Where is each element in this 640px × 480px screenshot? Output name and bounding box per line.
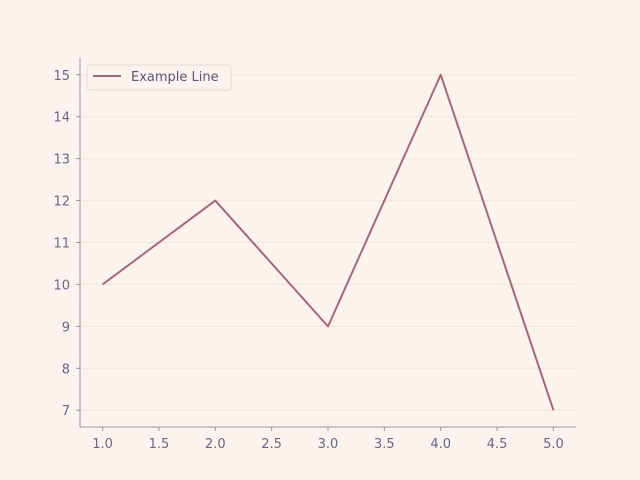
legend-box <box>86 64 232 91</box>
x-tick-label: 2.0 <box>205 437 226 452</box>
x-tick-label: 5.0 <box>543 437 564 452</box>
y-ticks: 7 8 9 10 11 12 13 14 15 <box>53 69 80 419</box>
y-tick-label: 9 <box>62 320 70 335</box>
x-tick-label: 3.5 <box>374 437 395 452</box>
x-tick-label: 1.5 <box>149 437 170 452</box>
y-tick-label: 11 <box>53 237 70 252</box>
series-lines <box>101 73 555 411</box>
legend-label-example-line: Example Line <box>131 70 219 85</box>
y-tick-label: 13 <box>53 153 70 168</box>
legend: Example Line <box>86 64 232 91</box>
x-tick-label: 1.0 <box>92 437 113 452</box>
grid-lines <box>80 74 576 411</box>
y-tick-label: 7 <box>62 404 70 419</box>
x-tick-label: 2.5 <box>261 437 282 452</box>
y-tick-label: 12 <box>53 195 70 210</box>
x-ticks: 1.0 1.5 2.0 2.5 3.0 3.5 4.0 4.5 5.0 <box>92 427 564 452</box>
x-tick-label: 4.0 <box>430 437 451 452</box>
x-tick-label: 4.5 <box>487 437 508 452</box>
y-tick-label: 14 <box>53 111 70 126</box>
y-tick-label: 8 <box>62 362 70 377</box>
x-tick-label: 3.0 <box>318 437 339 452</box>
y-tick-label: 10 <box>53 278 70 293</box>
y-tick-label: 15 <box>53 69 70 84</box>
